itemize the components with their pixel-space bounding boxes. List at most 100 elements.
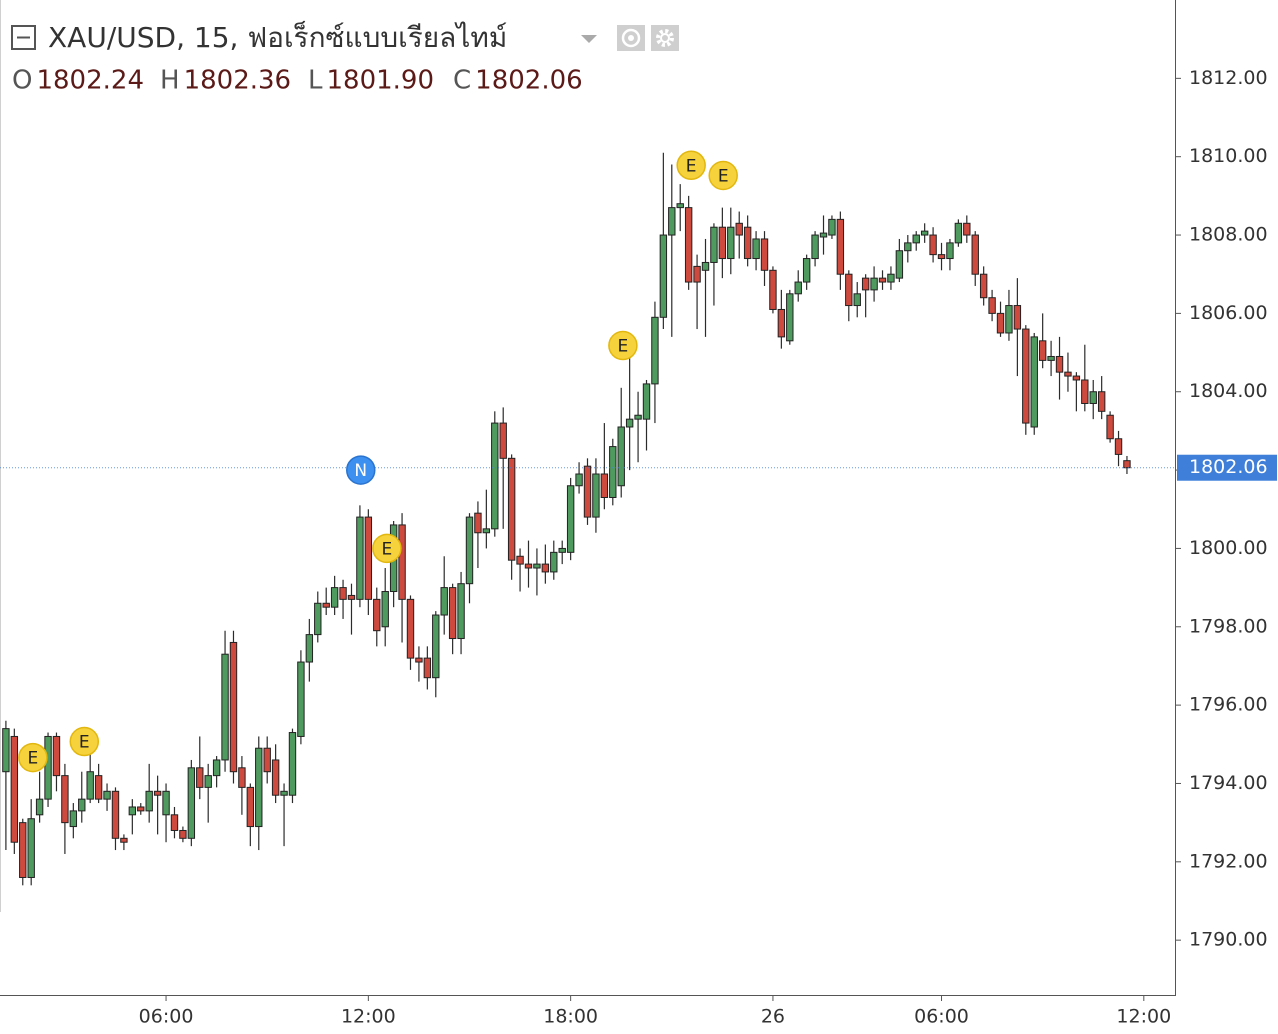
y-tick-label: 1800.00 (1189, 537, 1268, 559)
candle-body (35, 798, 44, 816)
x-tick-label: 12:00 (341, 1006, 396, 1028)
event-marker[interactable] (708, 160, 738, 191)
candle-body (145, 790, 153, 812)
candle-body (1005, 305, 1013, 334)
candle-body (381, 591, 389, 628)
candle-body (617, 426, 625, 487)
event-marker[interactable] (608, 330, 638, 361)
candle-body (954, 222, 963, 244)
candle-body (642, 383, 651, 420)
candle-body (1106, 414, 1114, 440)
plot-area: E E N E E E E (0, 150, 1175, 886)
candle-body (440, 587, 448, 616)
candle-body (946, 242, 954, 260)
candle-body (2, 728, 10, 773)
candle-body (491, 422, 499, 530)
candle-body (465, 516, 474, 585)
event-marker[interactable] (18, 742, 48, 773)
y-tick-label: 1792.00 (1189, 850, 1268, 872)
candle-body (137, 806, 145, 812)
candle-body (668, 207, 676, 236)
candle-body (634, 414, 642, 420)
candle-body (676, 203, 684, 209)
candle-body (78, 798, 86, 812)
candle-body (828, 218, 836, 236)
event-marker[interactable] (346, 455, 376, 485)
x-tick-label: 06:00 (139, 1006, 194, 1028)
candle-body (727, 226, 735, 260)
candle-body (769, 269, 777, 310)
candle-body (600, 473, 609, 498)
y-tick-label: 1812.00 (1189, 67, 1268, 89)
event-marker-label: E (382, 539, 393, 559)
candle-body (684, 207, 693, 283)
candle-body (524, 563, 533, 569)
settings-button[interactable] (651, 25, 679, 51)
candle-body (929, 234, 937, 256)
x-tick-label: 12:00 (1116, 1006, 1171, 1028)
candle-body (693, 265, 701, 283)
event-marker-label: N (354, 461, 367, 481)
candle-body (212, 759, 221, 777)
y-tick-label: 1798.00 (1189, 615, 1268, 637)
candle-body (1030, 336, 1038, 428)
candle-body (937, 254, 946, 260)
candle-body (204, 775, 212, 788)
event-marker-label: E (27, 749, 38, 769)
gear-hub (660, 33, 670, 43)
event-marker-label: E (79, 733, 90, 753)
eye-icon (621, 28, 641, 48)
event-marker-label: E (718, 166, 729, 186)
chart-title: XAU/USD, 15, ฟอเร็กซ์แบบเรียลไทม์ (48, 20, 507, 54)
candle-body (52, 735, 61, 777)
candle-body (196, 767, 204, 788)
candle-body (280, 790, 288, 796)
event-marker[interactable] (676, 150, 706, 181)
candle-body (448, 587, 457, 640)
candle-body (996, 312, 1005, 334)
candle-body (10, 735, 19, 843)
candle-body (988, 297, 996, 314)
candle-body (86, 771, 94, 800)
candle-body (861, 277, 870, 291)
candle-body (718, 226, 727, 260)
eye-pupil (628, 35, 634, 41)
candle-body (153, 790, 162, 796)
candle-body (1055, 355, 1064, 373)
event-marker-label: E (618, 337, 629, 357)
candle-body (271, 759, 280, 796)
ohlc-value: 1802.06 (475, 66, 583, 96)
ohlc-value: 1802.36 (184, 66, 292, 96)
candle-body (895, 250, 904, 279)
candle-body (1022, 328, 1030, 424)
candle-body (322, 602, 330, 608)
candle-body (533, 563, 541, 569)
y-tick-label: 1810.00 (1189, 145, 1268, 167)
candle-body (111, 790, 120, 839)
ohlc-value: 1801.90 (327, 66, 435, 96)
event-marker[interactable] (372, 533, 402, 564)
candle-body (305, 634, 314, 663)
y-tick-label: 1808.00 (1189, 224, 1268, 246)
candle-body (1123, 460, 1131, 469)
candle-body (1064, 371, 1072, 377)
ohlc-key: O (12, 66, 32, 96)
y-tick-label: 1804.00 (1189, 380, 1268, 402)
candle-body (904, 242, 912, 252)
candle-body (179, 829, 187, 839)
ohlc-key: H (160, 66, 180, 96)
candle-body (516, 555, 524, 565)
candle-body (19, 822, 27, 878)
candle-body (238, 767, 246, 788)
candle-body (432, 614, 440, 679)
header: XAU/USD, 15, ฟอเร็กซ์แบบเรียลไทม์ (11, 20, 679, 54)
candle-body (659, 234, 668, 318)
candle-body (651, 316, 659, 385)
dropdown-arrow[interactable] (581, 35, 597, 43)
candle-body (221, 653, 229, 761)
event-marker[interactable] (69, 726, 100, 757)
last-price-box (1177, 454, 1277, 481)
candle-body (1038, 340, 1047, 361)
candle-body (263, 747, 271, 773)
